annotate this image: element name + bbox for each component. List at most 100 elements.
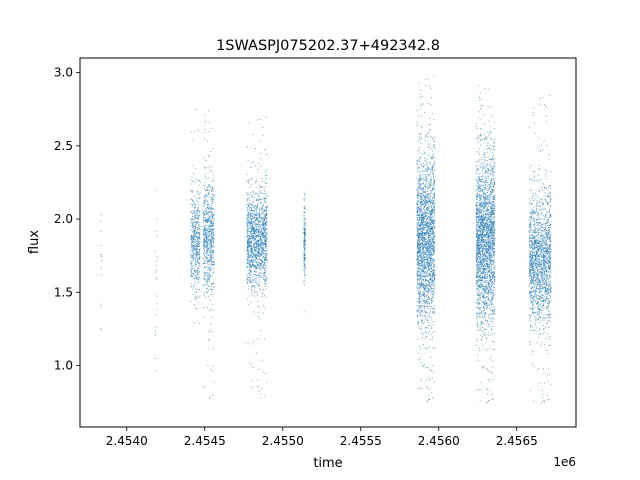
data-point [247, 217, 249, 219]
data-point [209, 211, 210, 212]
data-point [208, 277, 210, 279]
data-point [431, 397, 433, 399]
data-point [251, 236, 253, 238]
data-point [197, 272, 199, 273]
data-point [420, 189, 422, 191]
data-point [433, 241, 435, 243]
data-point [421, 219, 423, 221]
data-point [423, 306, 425, 308]
data-point [427, 306, 429, 308]
data-point [204, 167, 206, 169]
data-point [247, 256, 249, 258]
data-point [192, 210, 194, 212]
data-point [418, 186, 420, 188]
data-point [303, 229, 305, 231]
data-point [417, 204, 419, 206]
data-point [250, 241, 252, 243]
data-point [209, 196, 211, 198]
data-point [260, 263, 262, 265]
data-point [420, 183, 421, 185]
data-point [427, 272, 429, 274]
data-point [198, 228, 200, 230]
data-point [425, 242, 427, 244]
data-point [418, 238, 420, 240]
data-point [250, 264, 251, 266]
data-point [207, 208, 209, 210]
data-point [249, 362, 251, 364]
data-point [199, 256, 201, 258]
data-point [418, 138, 420, 140]
data-point [211, 245, 213, 247]
data-point [420, 96, 421, 98]
data-point [429, 206, 431, 208]
data-point [425, 200, 427, 201]
data-point [424, 290, 425, 292]
data-point [253, 250, 255, 251]
data-point [198, 225, 200, 227]
data-point [431, 243, 433, 245]
data-point [259, 118, 261, 120]
data-point [250, 212, 251, 214]
data-point [422, 290, 424, 292]
data-point [264, 272, 266, 273]
data-point [427, 222, 429, 224]
data-point [206, 259, 208, 261]
data-point [193, 270, 195, 272]
data-point [254, 217, 256, 219]
data-point [258, 283, 260, 285]
data-point [426, 270, 428, 272]
data-point [211, 238, 213, 240]
data-point [420, 259, 422, 261]
data-point [247, 228, 249, 230]
data-point [303, 219, 305, 221]
data-point [418, 249, 420, 251]
data-point [262, 229, 264, 231]
data-point [190, 270, 192, 272]
data-point [433, 266, 435, 268]
data-point [213, 243, 215, 244]
data-point [204, 173, 206, 175]
data-point [428, 282, 430, 284]
data-point [433, 309, 435, 311]
data-point [264, 270, 266, 272]
data-point [249, 222, 251, 224]
data-point [426, 266, 428, 268]
data-point [423, 305, 425, 307]
data-point [203, 277, 205, 279]
data-point [425, 257, 427, 259]
data-point [429, 185, 431, 187]
data-point [426, 291, 428, 293]
data-point [246, 248, 248, 250]
data-point [100, 230, 102, 232]
data-point [213, 261, 215, 262]
data-point [254, 249, 256, 251]
data-point [263, 220, 265, 222]
data-point [303, 245, 305, 247]
data-point [423, 206, 425, 208]
data-point [258, 253, 260, 255]
data-point [419, 243, 421, 245]
data-point [266, 221, 267, 223]
data-point [196, 200, 198, 201]
data-point [420, 361, 422, 363]
data-point [418, 267, 420, 269]
data-point [431, 159, 433, 161]
data-point [194, 216, 196, 217]
data-point [427, 296, 429, 298]
data-point [248, 237, 250, 239]
data-point [263, 338, 265, 340]
data-point [418, 240, 420, 242]
data-point [250, 218, 252, 220]
data-point [263, 235, 265, 236]
data-point [212, 309, 214, 311]
data-point [256, 284, 258, 286]
data-point [253, 231, 255, 233]
data-point [421, 231, 422, 233]
data-point [432, 212, 434, 214]
data-point [420, 224, 422, 226]
data-point [254, 257, 256, 259]
data-point [423, 246, 425, 248]
data-point [266, 261, 268, 263]
data-point [191, 189, 193, 191]
data-point [422, 231, 424, 233]
